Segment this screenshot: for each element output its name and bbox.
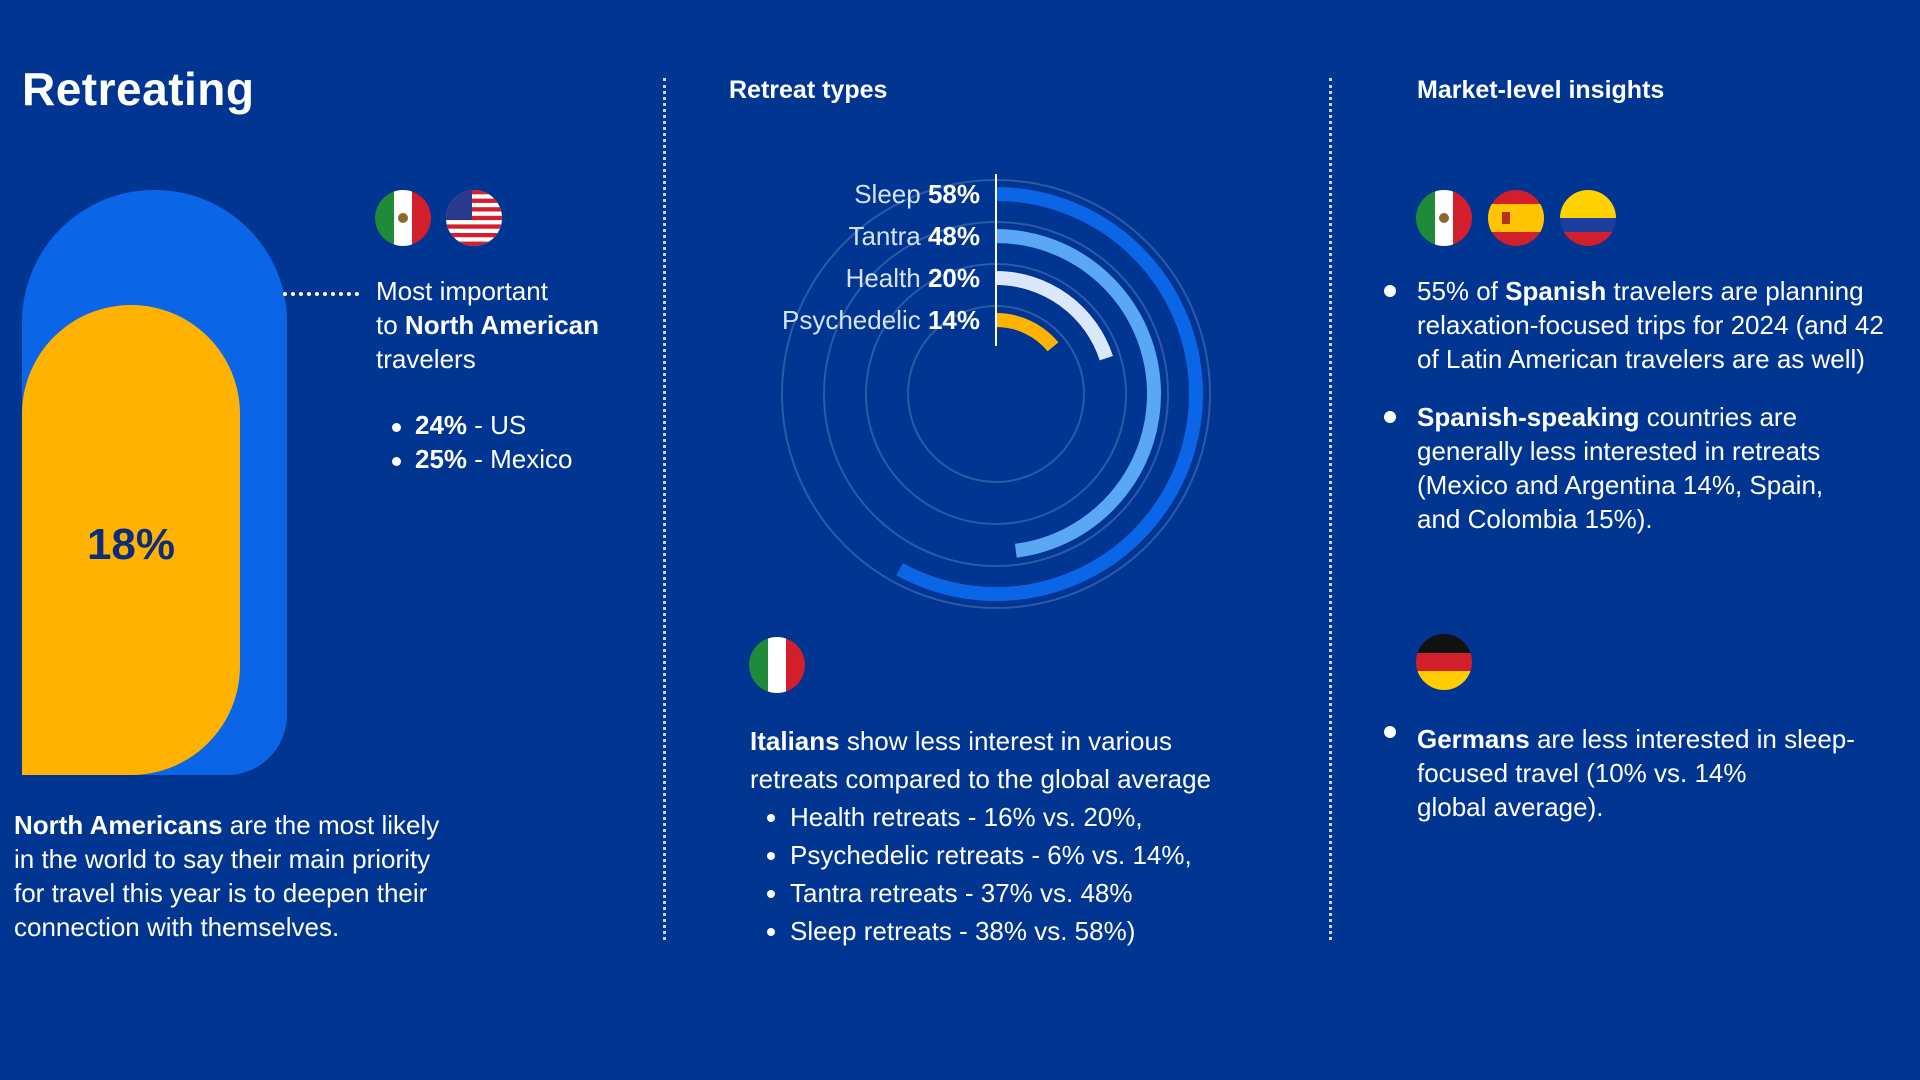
italy-list: Health retreats - 16% vs. 20%, Psychedel…: [750, 798, 1211, 950]
bullet-bold: Spanish-speaking: [1417, 402, 1640, 432]
chart-labels: Sleep 58% Tantra 48% Health 20% Psychedelic…: [782, 179, 980, 335]
chart-arc-psychedelic: [995, 313, 1059, 352]
radial-bar-chart: Sleep 58% Tantra 48% Health 20% Psychedelic…: [781, 174, 1211, 609]
market-insights-heading: Market-level insights: [1417, 76, 1665, 104]
usa-flag-icon: [446, 190, 502, 246]
callout-prefix: to: [376, 310, 405, 340]
germany-bold: Germans: [1417, 724, 1530, 754]
market-bullets: 55% of Spanish travelers are planning re…: [1384, 274, 1884, 536]
germany-line-1: Germans are less interested in sleep-: [1417, 722, 1855, 756]
chart-arc-health: [995, 271, 1113, 361]
italy-text: Italians show less interest in various r…: [750, 722, 1211, 950]
country-item-us: 24% - US: [392, 408, 573, 442]
market-bullet-2: Spanish-speaking countries are generally…: [1384, 400, 1884, 536]
mexico-flag-icon: [375, 190, 431, 246]
market-bullet-1: 55% of Spanish travelers are planning re…: [1384, 274, 1884, 376]
chart-arcs: [896, 187, 1203, 601]
page-title: Retreating: [22, 63, 255, 115]
bullet-1-line-2: relaxation-focused trips for 2024 (and 4…: [1417, 310, 1884, 340]
bullet-rest: travelers are planning: [1606, 276, 1864, 306]
left-footnote: North Americans are the most likely in t…: [14, 808, 439, 944]
yellow-pill-shape: [22, 305, 240, 775]
callout-line-2: to North American: [376, 308, 599, 342]
chart-arc-sleep: [896, 187, 1203, 601]
italy-line-2: retreats compared to the global average: [750, 764, 1212, 794]
italy-rest: show less interest in various: [839, 726, 1172, 756]
bullet-rest: countries are: [1639, 402, 1798, 432]
chart-arc-tantra: [995, 229, 1161, 558]
callout-line-1: Most important: [376, 276, 548, 306]
callout-line-3: travelers: [376, 344, 476, 374]
footnote-line-4: connection with themselves.: [14, 912, 340, 942]
column-divider-2: [1329, 78, 1332, 940]
germany-line-3: global average).: [1417, 792, 1604, 822]
italy-list-item: Tantra retreats - 37% vs. 48%: [790, 874, 1211, 912]
italy-flag-icon: [749, 637, 805, 693]
colombia-flag-icon: [1560, 190, 1616, 246]
footnote-line-3: for travel this year is to deepen their: [14, 878, 428, 908]
bullet-1-line-1: 55% of Spanish travelers are planning: [1417, 274, 1884, 308]
bullet-2-line-3: (Mexico and Argentina 14%, Spain,: [1417, 470, 1824, 500]
italy-bold: Italians: [750, 726, 840, 756]
country-item-mexico: 25% - Mexico: [392, 442, 573, 476]
bullet-2-line-2: generally less interested in retreats: [1417, 436, 1821, 466]
retreat-types-heading: Retreat types: [729, 76, 888, 104]
country-label: - Mexico: [467, 444, 573, 474]
footnote-bold: North Americans: [14, 810, 223, 840]
chart-label-psychedelic: Psychedelic 14%: [782, 305, 980, 335]
chart-label-health: Health 20%: [846, 263, 980, 293]
country-value: 24%: [415, 410, 468, 440]
bullet-2-line-4: and Colombia 15%).: [1417, 504, 1653, 534]
country-list: 24% - US 25% - Mexico: [392, 408, 573, 476]
column-divider-1: [663, 78, 666, 940]
spain-flag-icon: [1488, 190, 1544, 246]
bullet-2-line-1: Spanish-speaking countries are: [1417, 400, 1884, 434]
country-value: 25%: [415, 444, 468, 474]
italy-line-1: Italians show less interest in various: [750, 722, 1211, 760]
footnote-rest: are the most likely: [222, 810, 440, 840]
italy-list-item: Psychedelic retreats - 6% vs. 14%,: [790, 836, 1211, 874]
italy-list-item: Health retreats - 16% vs. 20%,: [790, 798, 1211, 836]
stat-value: 18%: [86, 520, 176, 569]
germany-flag-icon: [1416, 634, 1472, 690]
chart-label-sleep: Sleep 58%: [854, 179, 980, 209]
footnote-line-2: in the world to say their main priority: [14, 844, 431, 874]
footnote-line-1: North Americans are the most likely: [14, 808, 439, 842]
callout-connector: [283, 292, 359, 296]
callout-text: Most important to North American travele…: [376, 274, 599, 376]
mexico-flag-icon: [1416, 190, 1472, 246]
chart-label-tantra: Tantra 48%: [848, 221, 980, 251]
callout-bold: North American: [404, 310, 599, 340]
germany-text: Germans are less interested in sleep- fo…: [1384, 722, 1855, 824]
germany-rest: are less interested in sleep-: [1529, 724, 1855, 754]
country-label: - US: [467, 410, 527, 440]
germany-bullet: Germans are less interested in sleep- fo…: [1384, 722, 1855, 824]
italy-list-item: Sleep retreats - 38% vs. 58%): [790, 912, 1211, 950]
germany-line-2: focused travel (10% vs. 14%: [1417, 758, 1747, 788]
bullet-prefix: 55% of: [1417, 276, 1506, 306]
bullet-bold: Spanish: [1505, 276, 1607, 306]
bullet-1-line-3: of Latin American travelers are as well): [1417, 344, 1865, 374]
